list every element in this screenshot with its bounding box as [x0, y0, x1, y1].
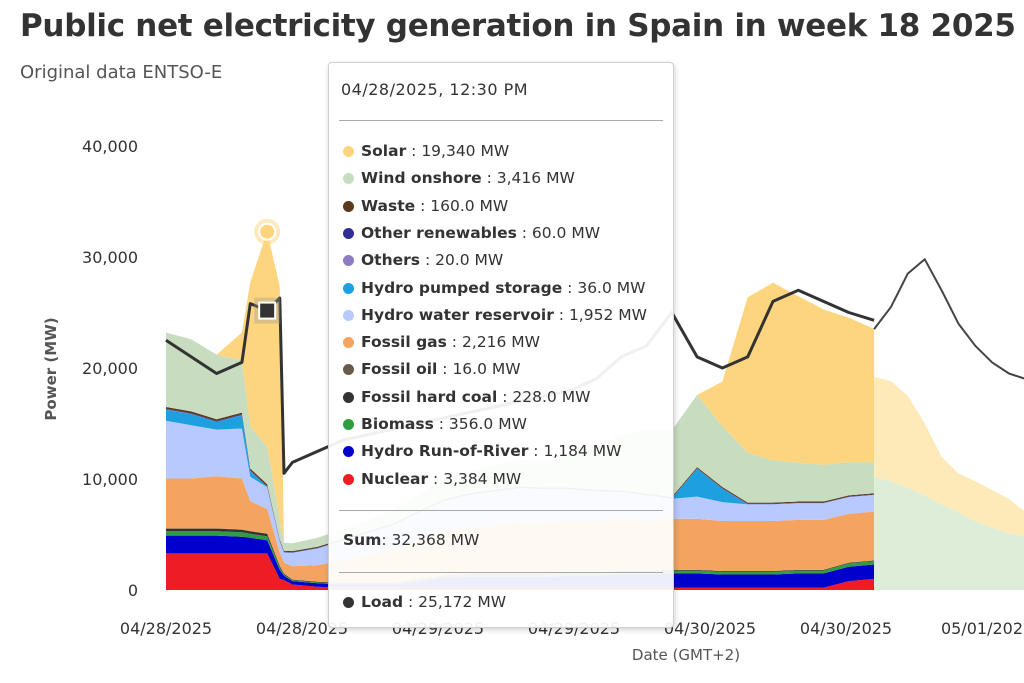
- tooltip-entry-fossil-oil: Fossil oil : 16.0 MW: [343, 360, 521, 378]
- tooltip-entry-nuclear: Nuclear : 3,384 MW: [343, 470, 521, 488]
- tooltip-entry-value: 228.0 MW: [512, 387, 591, 406]
- tooltip-entry-hydro-water-reservoir: Hydro water reservoir : 1,952 MW: [343, 306, 647, 324]
- tooltip-entry-value: 60.0 MW: [531, 223, 601, 242]
- tooltip-entry-label: Waste: [361, 196, 416, 215]
- tooltip-entry-other-renewables: Other renewables : 60.0 MW: [343, 224, 600, 242]
- tooltip-entry-label: Fossil oil: [361, 360, 438, 379]
- tooltip-swatch: [343, 473, 354, 485]
- tooltip-entry-label: Wind onshore: [361, 169, 482, 188]
- hover-markers: [254, 218, 281, 324]
- forecast-area-wind: [874, 476, 1024, 590]
- tooltip-entry-biomass: Biomass : 356.0 MW: [343, 415, 527, 433]
- y-tick-label: 10,000: [82, 470, 138, 489]
- y-axis: 0 10,000 20,000 30,000 40,000: [82, 137, 138, 600]
- tooltip-entry-label: Solar: [361, 142, 407, 160]
- tooltip-swatch: [343, 173, 354, 185]
- area-nuclear: [166, 553, 875, 590]
- tooltip-entry-wind-onshore: Wind onshore : 3,416 MW: [343, 169, 575, 187]
- area-hydro-run-of-river: [166, 535, 875, 588]
- tooltip-entry-label: Other renewables: [361, 223, 517, 242]
- tooltip-entry-waste: Waste : 160.0 MW: [343, 197, 508, 215]
- tooltip-entry-label: Hydro water reservoir: [361, 305, 554, 324]
- tooltip-entry-value: 2,216 MW: [461, 333, 540, 352]
- tooltip-swatch: [343, 282, 354, 294]
- tooltip-entry-label: Hydro pumped storage: [361, 278, 563, 297]
- tooltip-sum-value: 32,368 MW: [391, 531, 480, 549]
- tooltip-entry-value: 19,340 MW: [421, 142, 510, 160]
- area-wind-onshore: [166, 332, 875, 552]
- area-hydro-pumped-storage: [166, 409, 875, 553]
- x-tick-label: 05/01/202: [941, 619, 1023, 638]
- area-biomass: [166, 531, 875, 585]
- chart-tooltip: 04/28/2025, 12:30 PM Solar : 19,340 MW Wi…: [328, 62, 674, 628]
- y-tick-label: 0: [128, 581, 138, 600]
- tooltip-swatch: [343, 146, 354, 157]
- tooltip-timestamp: 04/28/2025, 12:30 PM: [341, 80, 529, 99]
- tooltip-swatch: [343, 337, 354, 349]
- chart-subtitle: Original data ENTSO-E: [20, 62, 223, 83]
- forecast-area-solar: [874, 376, 1024, 537]
- x-tick-label: 04/30/2025: [800, 619, 892, 638]
- tooltip-entry-hydro-run-of-river: Hydro Run-of-River : 1,184 MW: [343, 442, 621, 460]
- tooltip-entry-value: 16.0 MW: [452, 360, 521, 379]
- tooltip-entry-label: Nuclear: [361, 469, 429, 488]
- tooltip-swatch: [343, 446, 354, 458]
- tooltip-divider: [339, 572, 663, 573]
- tooltip-swatch: [343, 309, 354, 321]
- tooltip-entry-value: 160.0 MW: [430, 196, 509, 215]
- y-tick-label: 30,000: [82, 248, 138, 267]
- tooltip-entry-fossil-gas: Fossil gas : 2,216 MW: [343, 333, 540, 351]
- tooltip-entry-fossil-hard-coal: Fossil hard coal : 228.0 MW: [343, 388, 590, 406]
- tooltip-swatch: [343, 227, 354, 239]
- tooltip-sum-label: Sum: [343, 531, 382, 549]
- tooltip-entry-label: Hydro Run-of-River: [361, 442, 529, 461]
- tooltip-entry-others: Others : 20.0 MW: [343, 251, 503, 269]
- hover-marker-solar: [258, 222, 277, 241]
- hover-marker-load: [258, 301, 277, 320]
- forecast-load-line: [873, 258, 1024, 380]
- tooltip-entry-value: 36.0 MW: [577, 278, 646, 297]
- x-tick-label: 04/28/2025: [256, 619, 348, 638]
- tooltip-entry-label: Fossil hard coal: [361, 387, 498, 406]
- tooltip-entry-hydro-pumped-storage: Hydro pumped storage : 36.0 MW: [343, 279, 645, 297]
- x-tick-label: 04/28/2025: [120, 619, 212, 638]
- tooltip-swatch: [343, 419, 354, 430]
- tooltip-load-label: Load: [361, 593, 404, 611]
- y-tick-label: 40,000: [82, 137, 138, 156]
- tooltip-entry-label: Fossil gas: [361, 333, 447, 352]
- tooltip-entry-value: 3,384 MW: [443, 469, 522, 488]
- tooltip-divider: [339, 120, 663, 121]
- tooltip-entry-value: 1,184 MW: [543, 442, 622, 461]
- tooltip-sum-row: Sum: 32,368 MW: [343, 531, 480, 549]
- tooltip-entry-label: Others: [361, 251, 421, 270]
- tooltip-entry-solar: Solar : 19,340 MW: [343, 142, 509, 160]
- tooltip-swatch: [343, 364, 354, 376]
- forecast-area-group: [874, 376, 1024, 590]
- tooltip-swatch: [343, 200, 354, 212]
- y-axis-title: Power (MW): [42, 317, 60, 420]
- x-axis-title: Date (GMT+2): [632, 646, 740, 664]
- tooltip-entry-value: 356.0 MW: [448, 415, 527, 433]
- tooltip-entry-label: Biomass: [361, 415, 434, 433]
- tooltip-entry-value: 20.0 MW: [435, 251, 504, 270]
- tooltip-divider: [339, 510, 663, 511]
- chart-title: Public net electricity generation in Spa…: [20, 8, 1016, 44]
- area-solar: [166, 231, 875, 544]
- x-tick-label: 04/30/2025: [664, 619, 756, 638]
- y-tick-label: 20,000: [82, 359, 138, 378]
- tooltip-swatch: [343, 391, 354, 403]
- tooltip-load-value: 25,172 MW: [418, 593, 507, 611]
- tooltip-load-swatch: [343, 597, 354, 608]
- tooltip-entry-value: 1,952 MW: [568, 305, 647, 324]
- tooltip-load-row: Load : 25,172 MW: [343, 593, 506, 611]
- tooltip-swatch: [343, 255, 354, 267]
- tooltip-entry-value: 3,416 MW: [496, 169, 575, 188]
